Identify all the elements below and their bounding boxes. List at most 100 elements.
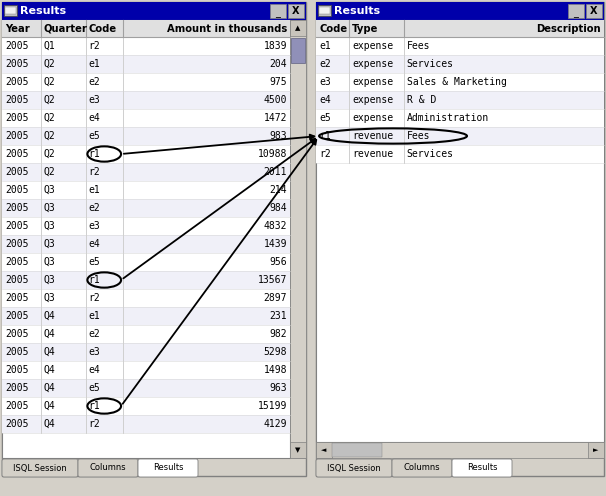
Text: 2011: 2011	[264, 167, 287, 177]
Text: e2: e2	[88, 77, 100, 87]
Text: ►: ►	[593, 447, 599, 453]
Text: e1: e1	[88, 185, 100, 195]
Text: 2005: 2005	[5, 365, 28, 375]
Text: 963: 963	[270, 383, 287, 393]
Bar	[316, 127, 604, 145]
Text: 13567: 13567	[258, 275, 287, 285]
Text: r1: r1	[319, 131, 331, 141]
Bar	[2, 271, 290, 289]
Bar	[2, 145, 290, 163]
Text: expense: expense	[352, 113, 393, 123]
Bar	[2, 20, 290, 458]
Bar	[319, 7, 330, 14]
Text: 975: 975	[270, 77, 287, 87]
Text: 1439: 1439	[264, 239, 287, 249]
Text: 204: 204	[270, 59, 287, 69]
Bar	[2, 20, 290, 37]
Text: Q4: Q4	[44, 365, 56, 375]
Bar	[2, 235, 290, 253]
Text: Type: Type	[352, 23, 379, 34]
Text: Columns: Columns	[404, 463, 441, 473]
Text: Q2: Q2	[44, 95, 56, 105]
Text: _: _	[276, 8, 281, 18]
Text: ▲: ▲	[295, 25, 301, 31]
Text: revenue: revenue	[352, 149, 393, 159]
Bar	[316, 20, 604, 37]
Text: Q3: Q3	[44, 239, 56, 249]
FancyBboxPatch shape	[2, 459, 78, 477]
Bar	[2, 289, 290, 307]
Bar	[290, 442, 306, 458]
Text: e5: e5	[88, 383, 100, 393]
Text: e4: e4	[88, 113, 100, 123]
Bar	[316, 2, 604, 476]
Bar	[316, 442, 332, 458]
Text: r2: r2	[88, 41, 100, 51]
Text: 231: 231	[270, 311, 287, 321]
Bar	[2, 127, 290, 145]
Text: Q3: Q3	[44, 185, 56, 195]
Text: r2: r2	[319, 149, 331, 159]
Text: Q2: Q2	[44, 131, 56, 141]
Bar	[568, 4, 584, 18]
Text: Q3: Q3	[44, 275, 56, 285]
Text: e3: e3	[319, 77, 331, 87]
Text: Administration: Administration	[407, 113, 489, 123]
Bar	[318, 5, 331, 16]
Text: Q1: Q1	[44, 41, 56, 51]
Text: 1472: 1472	[264, 113, 287, 123]
Text: e1: e1	[88, 311, 100, 321]
Text: 2005: 2005	[5, 347, 28, 357]
Bar	[4, 5, 17, 16]
Text: ISQL Session: ISQL Session	[13, 463, 67, 473]
Text: e3: e3	[88, 95, 100, 105]
Text: 2005: 2005	[5, 383, 28, 393]
Text: Q3: Q3	[44, 203, 56, 213]
Text: 2005: 2005	[5, 77, 28, 87]
Text: e3: e3	[88, 347, 100, 357]
Text: 984: 984	[270, 203, 287, 213]
FancyBboxPatch shape	[138, 459, 198, 477]
Bar	[316, 2, 604, 20]
Bar	[2, 415, 290, 433]
Text: 2005: 2005	[5, 419, 28, 429]
Bar	[2, 253, 290, 271]
Bar	[290, 20, 306, 458]
Bar	[288, 4, 304, 18]
Bar	[2, 217, 290, 235]
Text: e4: e4	[88, 239, 100, 249]
Text: Results: Results	[20, 6, 66, 16]
Text: R & D: R & D	[407, 95, 436, 105]
Text: e2: e2	[319, 59, 331, 69]
Bar	[270, 4, 286, 18]
Bar	[2, 37, 290, 55]
Bar	[2, 55, 290, 73]
Text: e2: e2	[88, 329, 100, 339]
Text: Fees: Fees	[407, 131, 430, 141]
Text: revenue: revenue	[352, 131, 393, 141]
Bar	[2, 2, 306, 20]
Text: r2: r2	[88, 419, 100, 429]
Text: e4: e4	[319, 95, 331, 105]
Text: 2005: 2005	[5, 401, 28, 411]
Text: e4: e4	[88, 365, 100, 375]
Text: expense: expense	[352, 95, 393, 105]
Text: Columns: Columns	[90, 463, 126, 473]
Text: 2897: 2897	[264, 293, 287, 303]
Text: X: X	[292, 6, 300, 16]
Bar	[332, 443, 382, 457]
FancyBboxPatch shape	[316, 459, 392, 477]
Text: 2005: 2005	[5, 41, 28, 51]
Text: expense: expense	[352, 77, 393, 87]
Bar	[316, 55, 604, 73]
Text: Q4: Q4	[44, 347, 56, 357]
Text: Q4: Q4	[44, 419, 56, 429]
Text: Results: Results	[153, 463, 183, 473]
Text: Sales & Marketing: Sales & Marketing	[407, 77, 507, 87]
Bar	[2, 109, 290, 127]
Text: Q4: Q4	[44, 383, 56, 393]
Text: 2005: 2005	[5, 185, 28, 195]
Text: 2005: 2005	[5, 203, 28, 213]
Text: e2: e2	[88, 203, 100, 213]
FancyBboxPatch shape	[392, 459, 452, 477]
